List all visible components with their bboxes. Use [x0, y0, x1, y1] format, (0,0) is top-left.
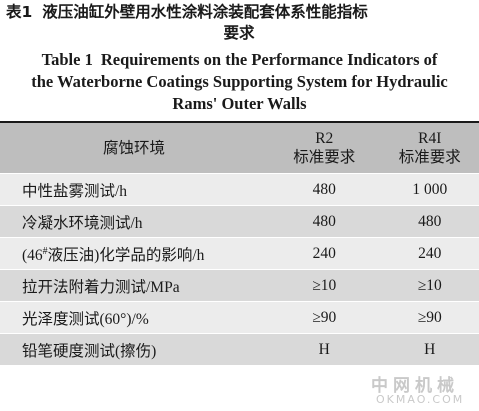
r2-value: H: [267, 333, 381, 366]
table-row: 铅笔硬度测试(擦伤) H H: [0, 333, 479, 366]
table-number-en: Table 1: [41, 50, 93, 69]
header-r2-grade: R2: [315, 130, 334, 147]
r4i-value: 1 000: [380, 173, 479, 206]
table-row: 冷凝水环境测试/h 480 480: [0, 205, 479, 238]
performance-table: 腐蚀环境 R2 标准要求 R4I 标准要求 中性盐雾测试/h 480 1 000…: [0, 121, 479, 366]
r4i-value: ≥10: [380, 269, 479, 302]
test-name: 拉开法附着力测试/MPa: [0, 269, 268, 302]
header-r4i: R4I 标准要求: [380, 122, 479, 174]
caption-cn-line1: 液压油缸外壁用水性涂料涂装配套体系性能指标: [42, 3, 368, 21]
header-r4i-grade: R4I: [418, 130, 442, 147]
table-row: 光泽度测试(60°)/% ≥90 ≥90: [0, 301, 479, 334]
table-body: 中性盐雾测试/h 480 1 000 冷凝水环境测试/h 480 480 (46…: [0, 173, 479, 366]
test-name-superscript: #: [42, 245, 48, 257]
test-name: 光泽度测试(60°)/%: [0, 301, 268, 334]
table-caption-en: Table 1 Requirements on the Performance I…: [0, 49, 479, 115]
table-row: (46#液压油)化学品的影响/h 240 240: [0, 237, 479, 270]
table-row: 拉开法附着力测试/MPa ≥10 ≥10: [0, 269, 479, 302]
caption-en-line2: the Waterborne Coatings Supporting Syste…: [31, 72, 448, 91]
watermark-cn: 中网机械: [371, 376, 459, 396]
r2-value: 480: [267, 173, 381, 206]
test-name: 冷凝水环境测试/h: [0, 205, 268, 238]
table-caption-cn: 表1 液压油缸外壁用水性涂料涂装配套体系性能指标 要求: [6, 2, 472, 44]
test-name: (46#液压油)化学品的影响/h: [0, 237, 268, 270]
header-r2: R2 标准要求: [267, 122, 381, 174]
test-name: 铅笔硬度测试(擦伤): [0, 333, 268, 366]
caption-en-line3: Rams' Outer Walls: [172, 94, 307, 113]
r2-value: 480: [267, 205, 381, 238]
caption-cn-line2: 要求: [223, 24, 255, 42]
r4i-value: H: [380, 333, 479, 366]
table-header: 腐蚀环境 R2 标准要求 R4I 标准要求: [0, 122, 479, 174]
r2-value: ≥10: [267, 269, 381, 302]
header-r4i-standard: 标准要求: [398, 149, 461, 166]
header-r2-standard: 标准要求: [293, 149, 356, 166]
header-row: 腐蚀环境 R2 标准要求 R4I 标准要求: [0, 122, 479, 174]
test-name: 中性盐雾测试/h: [0, 173, 268, 206]
r4i-value: 240: [380, 237, 479, 270]
table-row: 中性盐雾测试/h 480 1 000: [0, 173, 479, 206]
r4i-value: 480: [380, 205, 479, 238]
caption-en-line1: Requirements on the Performance Indicato…: [100, 50, 438, 69]
test-name-prefix: (46: [22, 246, 43, 264]
table-number-cn: 表1: [6, 3, 33, 21]
test-name-suffix: 液压油)化学品的影响/h: [47, 246, 205, 264]
header-corrosion-environment: 腐蚀环境: [0, 122, 268, 174]
watermark-en: OKMAO.COM: [376, 393, 465, 406]
r4i-value: ≥90: [380, 301, 479, 334]
r2-value: 240: [267, 237, 381, 270]
r2-value: ≥90: [267, 301, 381, 334]
